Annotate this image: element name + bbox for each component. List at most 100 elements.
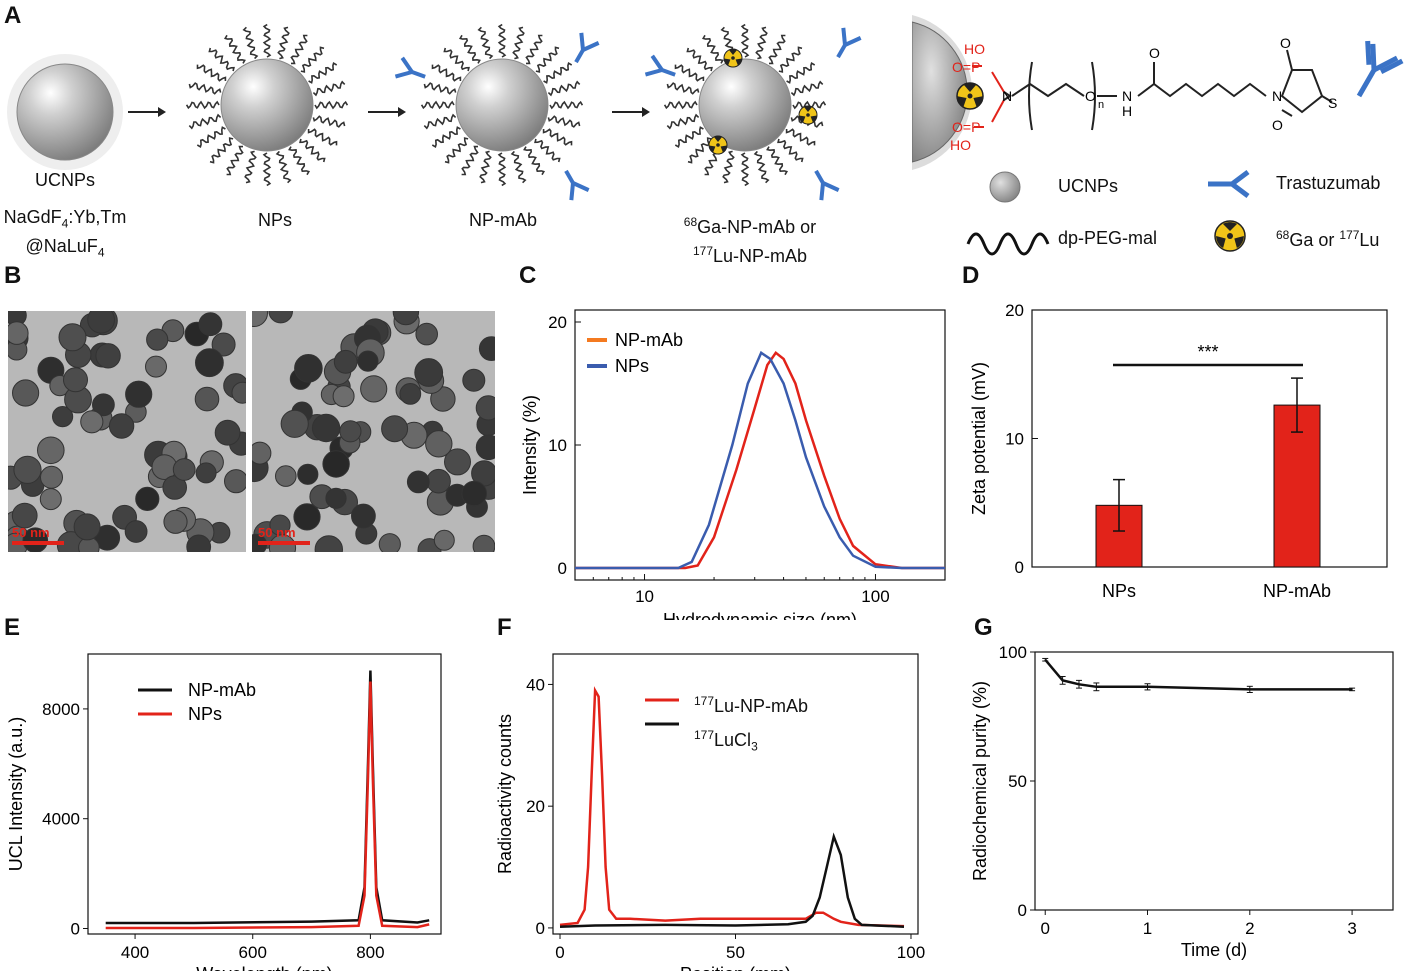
peg-chain <box>262 23 272 58</box>
plot-frame <box>87 653 442 935</box>
chem-o: O <box>1085 88 1096 104</box>
radiolabeled-np-mab <box>644 23 862 201</box>
composition-label: NaGdF4:Yb,Tm @NaLuF4 <box>3 207 127 260</box>
peg-chain <box>420 100 455 110</box>
tem-particle <box>80 410 104 434</box>
tem-particle <box>63 367 88 393</box>
peg-chain <box>431 64 462 82</box>
peg-chain <box>188 82 222 95</box>
tem-particle <box>425 430 453 458</box>
peg-chain <box>479 150 492 184</box>
x-tick-label: 100 <box>861 587 889 606</box>
scale-text: 50 nm <box>258 525 296 540</box>
tem-particle <box>87 311 115 334</box>
y-tick-label: 50 <box>1008 772 1027 791</box>
peg-chain <box>497 23 507 58</box>
peg-chain <box>687 137 712 164</box>
tem-particle <box>399 383 422 405</box>
x-tick-label: 400 <box>121 943 149 962</box>
scale-bar <box>12 541 64 545</box>
peg-chain <box>547 80 581 97</box>
peg-chain <box>547 115 581 128</box>
peg-chain <box>722 150 735 184</box>
y-tick-label: 10 <box>1005 430 1024 449</box>
peg-chain <box>188 113 222 130</box>
tem-particle <box>135 486 160 511</box>
x-tick-label: 600 <box>239 943 267 962</box>
peg-chain <box>549 100 584 110</box>
peg-chain <box>208 47 235 72</box>
tem-particle <box>414 358 444 387</box>
tem-particle <box>195 348 224 378</box>
tem-particle <box>381 415 409 443</box>
tem-particle <box>351 503 376 529</box>
tem-particle <box>108 413 135 439</box>
tem-particle <box>92 393 115 417</box>
chart-g-purity: 0 50 100 0 1 2 3 Time (d) Radiochemical purity (… <box>970 643 1394 960</box>
peg-chain <box>510 150 527 184</box>
tem-particle <box>339 420 362 443</box>
chem-op-bottom: O=P <box>952 119 980 135</box>
tem-particle <box>406 470 430 494</box>
x-tick-label: 10 <box>635 587 654 606</box>
peg-chain <box>307 128 338 146</box>
x-tick-label: 50 <box>726 943 745 962</box>
scale-bar <box>258 541 310 545</box>
isotope-legend-icon <box>1214 220 1246 252</box>
tem-image-nps: 50 nm <box>8 311 246 552</box>
ucnp-sphere <box>7 54 123 170</box>
peg-chain <box>778 46 803 73</box>
x-tick-label: 2 <box>1245 919 1254 938</box>
chem-op-top: O=P <box>952 59 980 75</box>
tem-particle <box>252 441 272 465</box>
tem-particle <box>378 533 401 552</box>
nanoparticle-core <box>220 58 314 152</box>
tem-particle <box>294 354 323 383</box>
chart-e-ucl: 0 4000 8000 400 600 800 Wavelength (nm) UCL Int… <box>6 653 442 971</box>
scale-text: 50 nm <box>12 525 50 540</box>
y-tick-label: 20 <box>1005 301 1024 320</box>
peg-chain <box>674 126 704 149</box>
npmab-label: NP-mAb <box>468 210 537 230</box>
peg-chain <box>790 80 824 97</box>
radiolabeled-label: 68Ga-NP-mAb or 177Lu-NP-mAb <box>683 215 817 266</box>
plot-frame <box>1034 651 1394 911</box>
x-tick-label: NP-mAb <box>1263 581 1331 601</box>
peg-chain <box>523 146 546 176</box>
tem-particle <box>314 535 343 552</box>
tem-particle <box>224 469 246 494</box>
antibody-icon <box>644 54 676 77</box>
peg-chain <box>534 138 561 163</box>
tem-particle <box>13 455 42 484</box>
plot-frame <box>574 309 946 581</box>
tem-particle <box>311 413 341 443</box>
antibody-icon <box>814 169 840 201</box>
tem-particle <box>415 322 438 346</box>
peg-chain <box>786 61 816 84</box>
x-tick-label: 3 <box>1347 919 1356 938</box>
series-line <box>105 670 430 925</box>
chem-ho-top: HO <box>964 41 985 57</box>
series-line <box>1044 658 1353 691</box>
tem-particle <box>231 381 246 404</box>
tem-particle <box>145 355 167 378</box>
tem-particle <box>163 509 188 534</box>
panel-letter-g: G <box>974 614 993 641</box>
peg-chain <box>785 128 816 146</box>
antibody-icon <box>1356 40 1404 98</box>
peg-chain <box>423 82 457 95</box>
tem-particle <box>52 406 74 428</box>
tem-particle <box>325 487 347 509</box>
peg-chain <box>512 26 525 60</box>
ucnps-label: UCNPs <box>34 170 95 190</box>
series-line <box>559 686 905 928</box>
tem-particle <box>475 395 495 421</box>
peg-chain <box>444 137 469 164</box>
trastuzumab-legend-icon <box>1208 170 1250 198</box>
tem-particle <box>462 368 486 392</box>
peg-chain <box>686 47 713 72</box>
y-axis-label: Radiochemical purity (%) <box>970 681 990 881</box>
chem-o-bottom: O <box>1272 117 1283 133</box>
tem-particle <box>252 311 268 327</box>
legend-peg: dp-PEG-mal <box>1058 228 1158 248</box>
